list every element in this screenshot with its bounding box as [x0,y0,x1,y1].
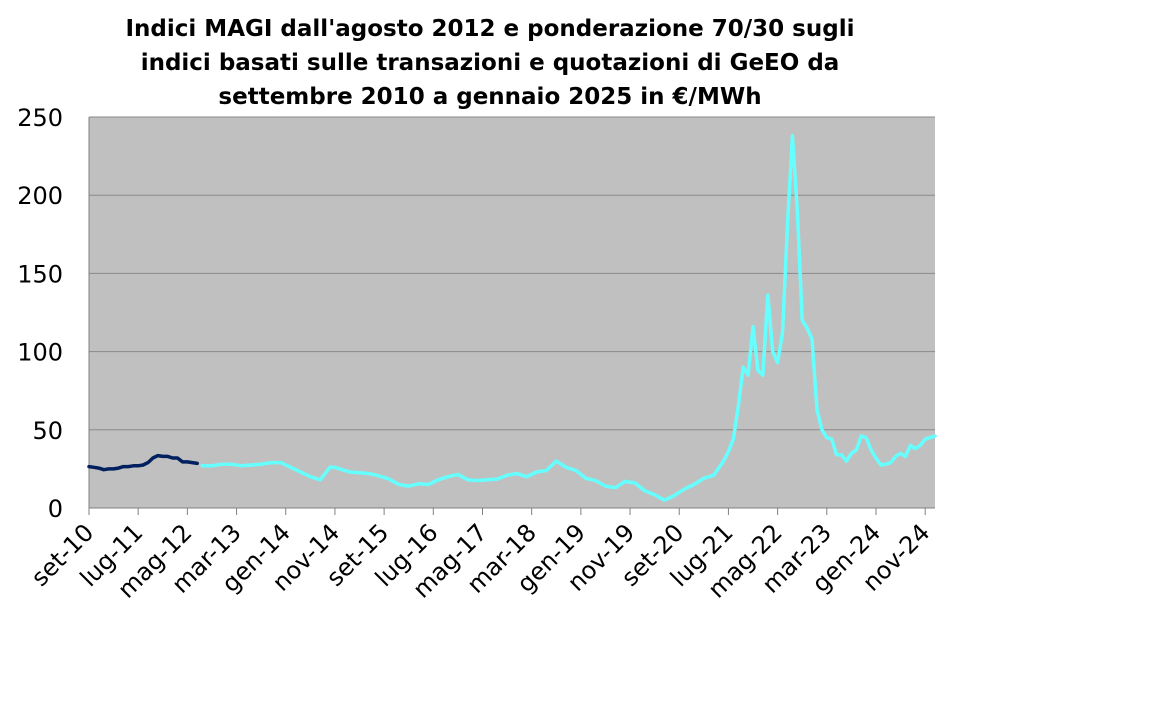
y-tick-label: 100 [17,339,63,367]
chart-title: Indici MAGI dall'agosto 2012 e ponderazi… [90,12,890,114]
chart-title-line-2: indici basati sulle transazioni e quotaz… [140,50,840,76]
chart-title-line-3: settembre 2010 a gennaio 2025 in €/MWh [218,84,762,110]
y-tick-label: 50 [32,417,63,445]
y-tick-label: 200 [17,182,63,210]
plot-area [89,117,935,508]
y-tick-label: 250 [17,104,63,132]
y-tick-label: 150 [17,260,63,288]
series-line-1 [87,453,199,472]
y-tick-label: 0 [48,495,63,523]
series-line-2 [200,134,937,502]
series-group [87,134,937,502]
axes [88,117,935,515]
x-axis-ticks: set-10lug-11mag-12mar-13gen-14nov-14set-… [26,518,936,603]
y-axis-ticks: 0 50 100 150 200 250 [17,104,63,523]
chart-title-line-1: Indici MAGI dall'agosto 2012 e ponderazi… [125,16,855,42]
gridlines [89,116,935,431]
